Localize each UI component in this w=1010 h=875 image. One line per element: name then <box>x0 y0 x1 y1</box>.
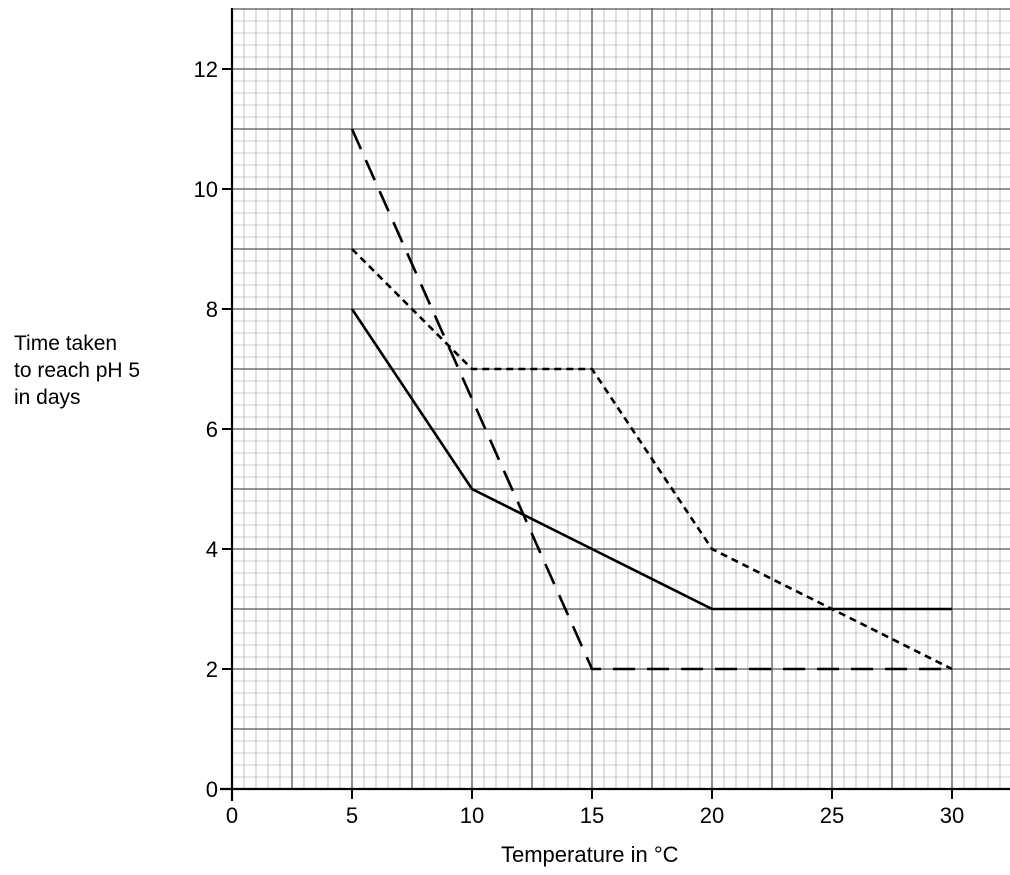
x-tick-label: 20 <box>700 803 724 828</box>
y-tick-label: 0 <box>206 777 218 802</box>
y-tick-label: 10 <box>194 177 218 202</box>
x-tick-label: 0 <box>226 803 238 828</box>
y-tick-label: 12 <box>194 57 218 82</box>
y-tick-label: 4 <box>206 537 218 562</box>
y-tick-label: 8 <box>206 297 218 322</box>
series-line-short-dash <box>351 248 953 671</box>
y-axis-label-line-2: to reach pH 5 <box>14 359 141 382</box>
y-tick-label: 6 <box>206 417 218 442</box>
x-tick-label: 25 <box>820 803 844 828</box>
y-axis-label-line-3: in days <box>14 386 81 409</box>
series-line-solid <box>350 308 952 611</box>
x-tick-label: 5 <box>346 803 358 828</box>
x-tick-label: 30 <box>940 803 964 828</box>
y-tick-label: 2 <box>206 657 218 682</box>
series-layer <box>350 128 953 671</box>
series-line-long-dash <box>350 128 952 671</box>
grid-minor <box>231 8 1010 790</box>
x-tick-label: 15 <box>580 803 604 828</box>
y-axis-label: Time taken to reach pH 5 in days <box>14 330 140 411</box>
grid-major <box>231 8 1010 790</box>
y-axis-label-line-1: Time taken <box>14 332 118 355</box>
x-tick-label: 10 <box>460 803 484 828</box>
x-axis-label: Temperature in °C <box>501 842 679 867</box>
tick-labels: 0 5 10 15 20 25 30 0 2 4 6 8 10 12 <box>194 57 965 828</box>
